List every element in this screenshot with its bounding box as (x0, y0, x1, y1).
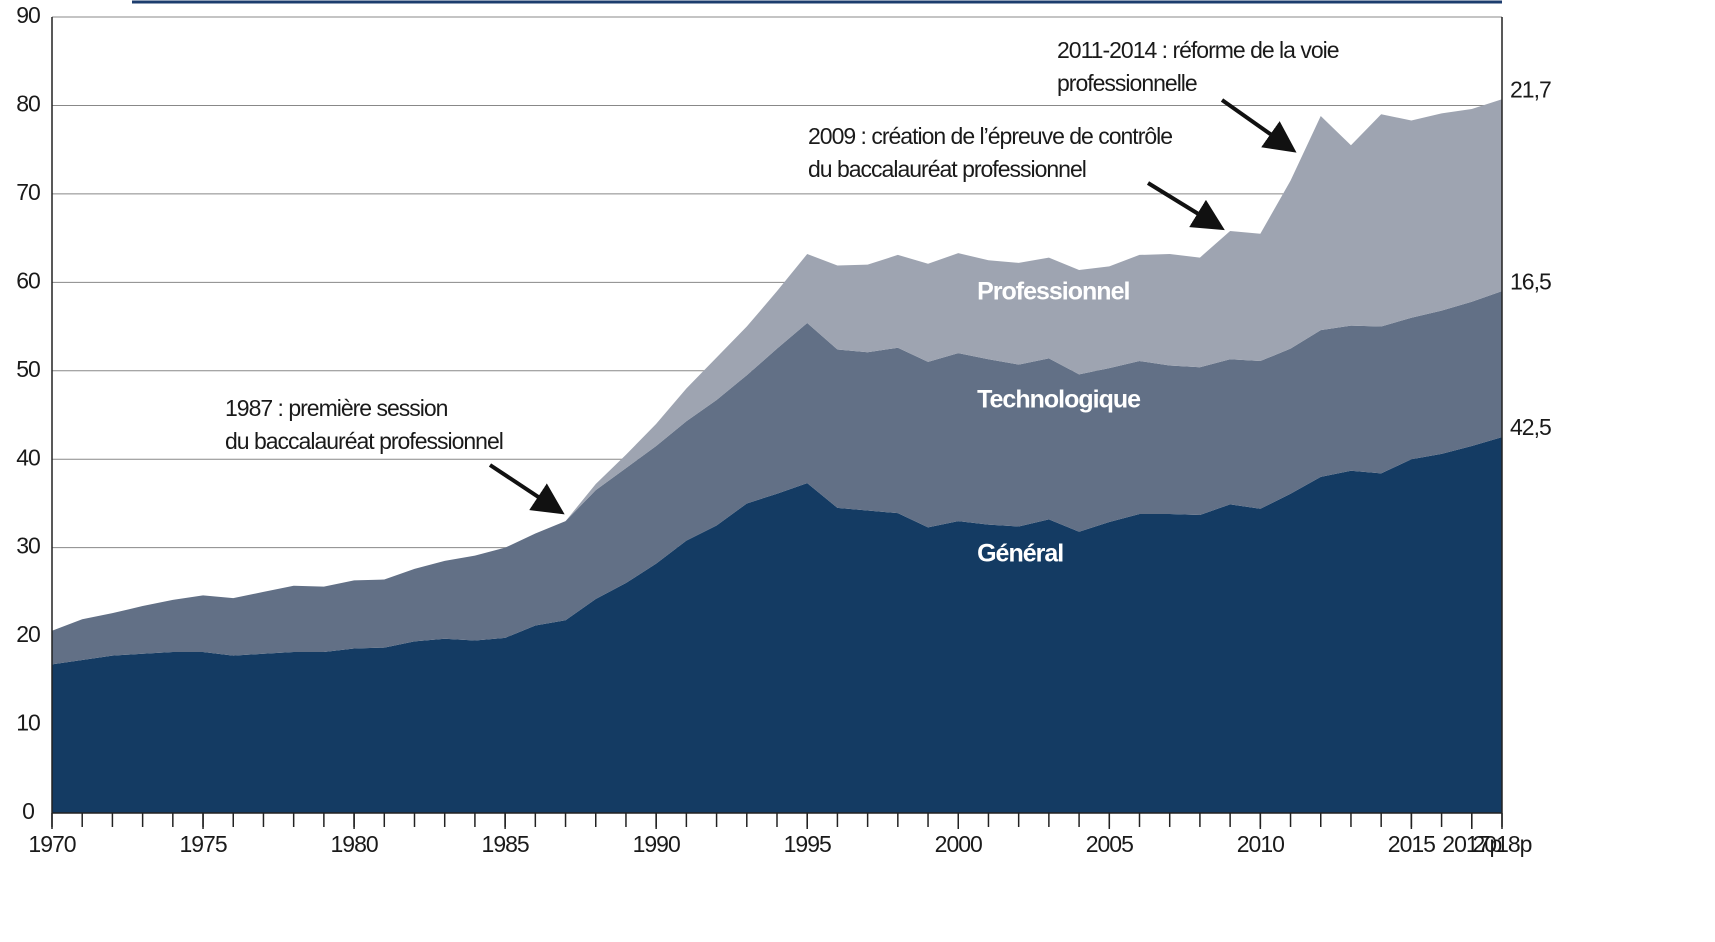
x-tick-label: 1985 (482, 831, 529, 857)
y-tick-label: 30 (16, 533, 40, 559)
y-tick-label: 40 (16, 444, 40, 470)
annotation-arrow (1220, 98, 1297, 153)
y-tick-label: 0 (22, 798, 34, 824)
x-tick-label: 1980 (330, 831, 377, 857)
annotation: professionnelle (1057, 70, 1197, 96)
annotation: du baccalauréat professionnel (808, 156, 1086, 182)
x-tick-label: 2017p (1442, 831, 1501, 857)
x-tick-label: 1970 (28, 831, 75, 857)
area (52, 99, 1502, 631)
value-label: 21,7 (1510, 76, 1551, 102)
x-tick-label: 1995 (784, 831, 831, 857)
y-tick-label: 20 (16, 621, 40, 647)
annotation: 2009 : création de l’épreuve de contrôle (808, 123, 1172, 149)
areas (52, 99, 1502, 813)
x-tick-label: 2018p (1473, 831, 1532, 857)
y-tick-label: 80 (16, 91, 40, 117)
annotation-arrow (1146, 181, 1225, 231)
series-label: Professionnel (977, 278, 1129, 306)
area (52, 437, 1502, 813)
x-tick-label: 2005 (1086, 831, 1133, 857)
y-tick-label: 60 (16, 267, 40, 293)
annotation: 1987 : première session (225, 395, 448, 421)
x-tick-label: 2000 (935, 831, 982, 857)
x-tick-label: 2015 (1388, 831, 1435, 857)
annotation-arrow (488, 463, 565, 515)
x-tick-label: 1975 (179, 831, 226, 857)
axes: 0 10 20 30 40 50 60 70 80 90 1970 1975 1980 1985 1990 1… (16, 2, 1532, 857)
series-label: Général (977, 540, 1063, 568)
value-label: 16,5 (1510, 268, 1551, 294)
y-tick-label: 50 (16, 356, 40, 382)
y-tick-label: 70 (16, 179, 40, 205)
annotation: 2011-2014 : réforme de la voie (1057, 37, 1339, 63)
y-tick-label: 10 (16, 710, 40, 736)
area (52, 291, 1502, 665)
y-tick-label: 90 (16, 2, 40, 28)
series-label: Technologique (977, 386, 1141, 414)
annotation: du baccalauréat professionnel (225, 428, 503, 454)
x-tick-label: 2010 (1237, 831, 1284, 857)
x-tick-label: 1990 (633, 831, 680, 857)
value-label: 42,5 (1510, 414, 1551, 440)
